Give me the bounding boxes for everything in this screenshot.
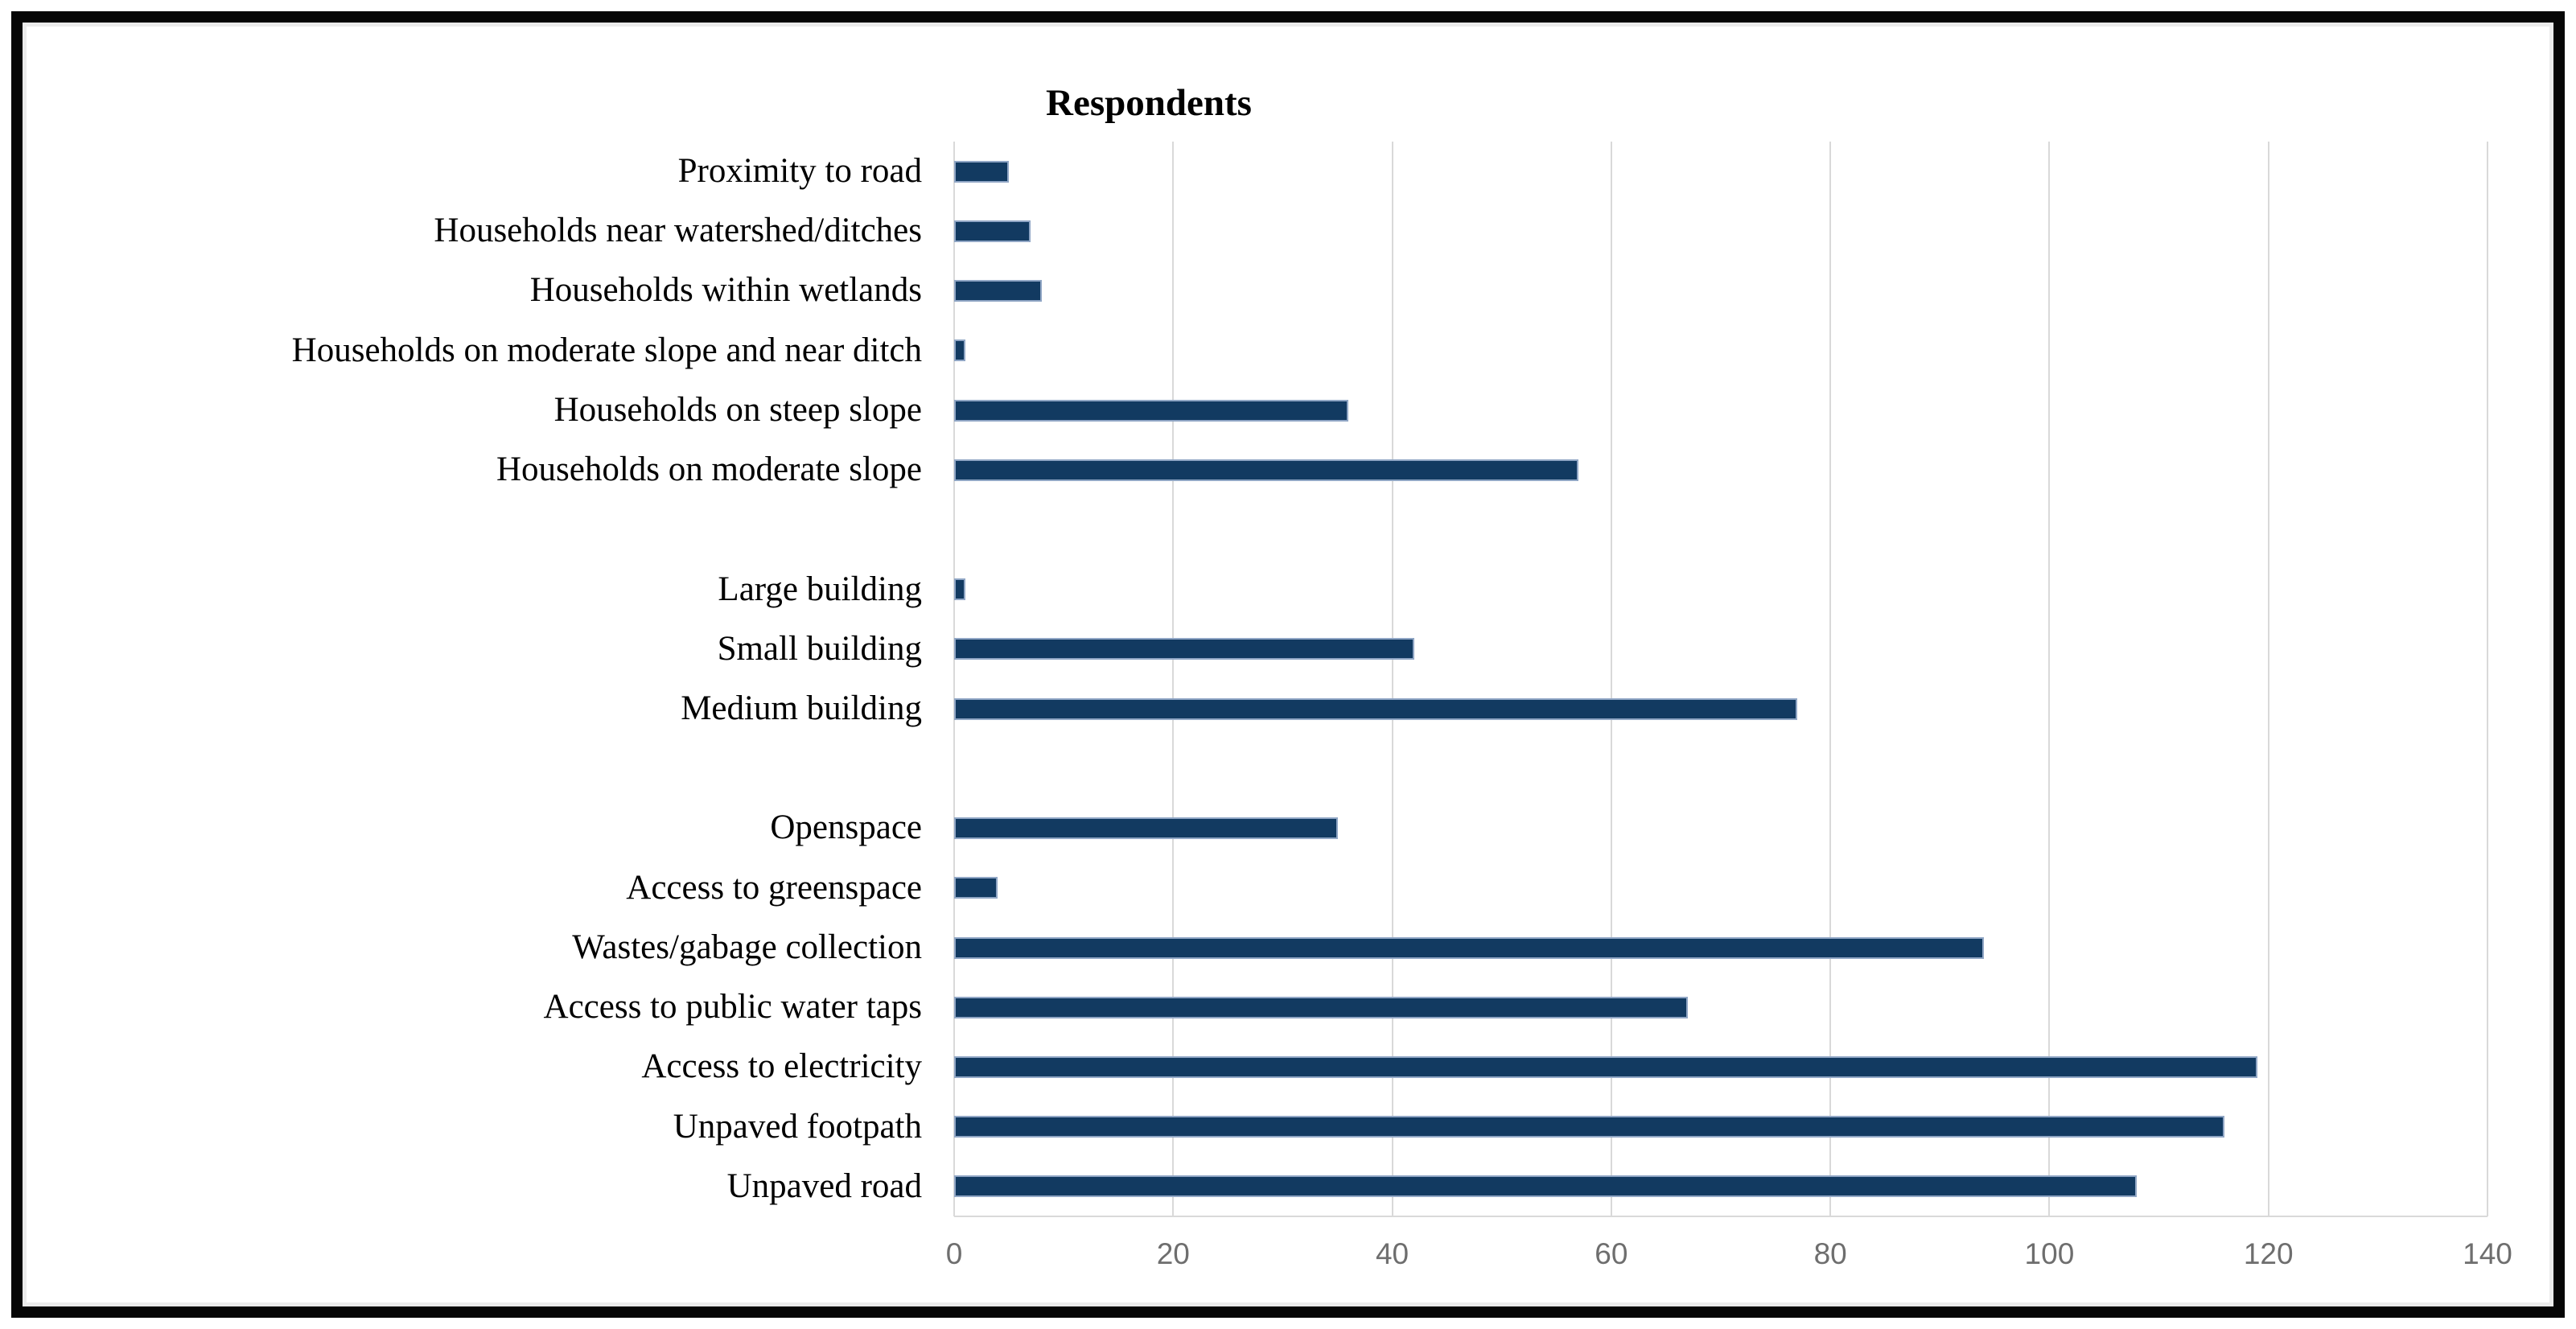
bar-households-on-steep-slope	[954, 399, 1349, 422]
bar-unpaved-road	[954, 1175, 2138, 1198]
gridline-x-80	[1829, 142, 1832, 1216]
gridline-x-140	[2487, 142, 2488, 1216]
gridline-x-20	[1172, 142, 1175, 1216]
bar-openspace	[954, 817, 1338, 840]
x-axis-line	[954, 1216, 2488, 1217]
x-tick-label-20: 20	[1156, 1237, 1190, 1270]
gridline-x-0	[953, 142, 955, 1216]
bar-households-near-watershed-ditches	[954, 220, 1031, 242]
x-tick-label-120: 120	[2243, 1237, 2294, 1270]
bar-proximity-to-road	[954, 160, 1010, 183]
plot-area	[953, 142, 2488, 1217]
bar-medium-building	[954, 697, 1798, 720]
bar-access-to-public-water-taps	[954, 996, 1689, 1018]
category-label-households-within-wetlands: Households within wetlands	[529, 271, 922, 310]
category-label-households-near-watershed-ditches: Households near watershed/ditches	[434, 212, 922, 250]
bar-wastes-gabage-collection	[954, 936, 1984, 959]
gridline-x-120	[2267, 142, 2269, 1216]
bar-unpaved-footpath	[954, 1116, 2225, 1138]
category-label-small-building: Small building	[717, 629, 922, 668]
bar-access-to-electricity	[954, 1055, 2258, 1078]
bar-households-within-wetlands	[954, 280, 1042, 302]
bar-small-building	[954, 638, 1414, 660]
category-label-access-to-greenspace: Access to greenspace	[626, 868, 922, 907]
category-label-unpaved-footpath: Unpaved footpath	[673, 1107, 922, 1146]
category-axis-labels: Proximity to road Households near watersh…	[0, 142, 922, 1216]
category-label-households-on-steep-slope: Households on steep slope	[553, 390, 922, 429]
category-label-access-to-public-water-taps: Access to public water taps	[543, 988, 922, 1027]
x-tick-label-60: 60	[1595, 1237, 1628, 1270]
bar-large-building	[954, 578, 965, 601]
x-tick-label-140: 140	[2463, 1237, 2512, 1270]
x-tick-label-80: 80	[1813, 1237, 1847, 1270]
category-label-wastes-gabage-collection: Wastes/gabage collection	[572, 928, 922, 966]
bar-households-on-moderate-slope	[954, 459, 1578, 481]
figure-border-frame	[11, 11, 2565, 1318]
chart-title: Respondents	[1046, 82, 1252, 124]
x-tick-label-100: 100	[2024, 1237, 2075, 1270]
gridline-x-100	[2048, 142, 2051, 1216]
category-label-proximity-to-road: Proximity to road	[677, 152, 922, 190]
category-label-unpaved-road: Unpaved road	[726, 1166, 922, 1205]
bar-access-to-greenspace	[954, 877, 998, 899]
category-label-households-on-moderate-slope: Households on moderate slope	[496, 451, 922, 489]
x-axis-tick-labels: 0 20 40 60 80 100 120 140	[946, 1237, 2512, 1286]
x-tick-label-0: 0	[945, 1237, 963, 1270]
category-label-households-on-moderate-slope-and-near-ditch: Households on moderate slope and near di…	[291, 331, 922, 369]
category-label-access-to-electricity: Access to electricity	[641, 1047, 922, 1086]
category-label-openspace: Openspace	[770, 809, 922, 847]
gridline-x-60	[1610, 142, 1612, 1216]
gridline-x-40	[1391, 142, 1393, 1216]
x-tick-label-40: 40	[1375, 1237, 1409, 1270]
bar-households-on-moderate-slope-and-near-ditch	[954, 339, 965, 362]
category-label-medium-building: Medium building	[681, 689, 922, 727]
category-label-large-building: Large building	[718, 570, 922, 608]
